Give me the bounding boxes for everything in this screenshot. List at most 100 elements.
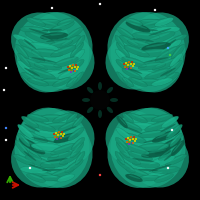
Ellipse shape	[134, 71, 154, 74]
Ellipse shape	[17, 155, 32, 163]
Ellipse shape	[130, 168, 147, 175]
Ellipse shape	[158, 139, 176, 150]
Ellipse shape	[145, 149, 166, 153]
Ellipse shape	[54, 57, 78, 67]
Circle shape	[131, 61, 133, 63]
Ellipse shape	[21, 135, 29, 144]
Circle shape	[60, 137, 62, 139]
Ellipse shape	[132, 32, 160, 40]
Ellipse shape	[31, 49, 63, 57]
Circle shape	[77, 66, 79, 68]
Ellipse shape	[27, 118, 93, 188]
Ellipse shape	[55, 114, 68, 120]
Ellipse shape	[119, 61, 130, 69]
Ellipse shape	[116, 116, 128, 128]
Ellipse shape	[171, 135, 179, 144]
Ellipse shape	[53, 168, 70, 175]
Ellipse shape	[15, 140, 29, 156]
Ellipse shape	[44, 33, 64, 36]
Circle shape	[130, 67, 132, 69]
Ellipse shape	[18, 124, 34, 140]
Ellipse shape	[127, 151, 153, 161]
Ellipse shape	[34, 130, 62, 138]
Circle shape	[5, 127, 7, 129]
Ellipse shape	[132, 40, 149, 45]
Ellipse shape	[44, 161, 64, 164]
Ellipse shape	[24, 151, 36, 161]
Ellipse shape	[136, 161, 156, 164]
Ellipse shape	[72, 72, 84, 84]
Ellipse shape	[37, 172, 58, 177]
Ellipse shape	[29, 164, 51, 172]
Ellipse shape	[155, 138, 181, 154]
Ellipse shape	[70, 42, 84, 58]
Ellipse shape	[157, 18, 170, 23]
Ellipse shape	[155, 18, 173, 26]
Ellipse shape	[161, 72, 179, 84]
Ellipse shape	[119, 35, 141, 49]
Ellipse shape	[29, 121, 55, 131]
Ellipse shape	[142, 63, 162, 66]
Ellipse shape	[29, 28, 51, 36]
Ellipse shape	[118, 153, 124, 162]
Ellipse shape	[142, 50, 164, 53]
Circle shape	[5, 139, 7, 141]
Ellipse shape	[123, 45, 149, 57]
Ellipse shape	[161, 116, 179, 128]
Ellipse shape	[119, 73, 127, 82]
Ellipse shape	[66, 77, 78, 87]
Ellipse shape	[72, 144, 81, 155]
Ellipse shape	[66, 113, 78, 123]
Ellipse shape	[120, 29, 133, 37]
Ellipse shape	[163, 73, 175, 81]
Ellipse shape	[31, 57, 57, 63]
Ellipse shape	[54, 144, 73, 151]
Ellipse shape	[161, 145, 177, 157]
Ellipse shape	[137, 49, 169, 57]
Ellipse shape	[18, 46, 27, 57]
Ellipse shape	[71, 137, 85, 151]
Ellipse shape	[122, 113, 134, 123]
Ellipse shape	[57, 58, 74, 64]
Circle shape	[74, 70, 76, 72]
Ellipse shape	[98, 82, 102, 90]
Ellipse shape	[50, 167, 74, 179]
Ellipse shape	[87, 107, 93, 113]
Ellipse shape	[53, 22, 70, 29]
Ellipse shape	[11, 132, 69, 188]
Circle shape	[154, 9, 156, 11]
Circle shape	[132, 138, 134, 140]
Ellipse shape	[145, 69, 171, 79]
Ellipse shape	[142, 176, 158, 178]
Ellipse shape	[71, 49, 85, 63]
Circle shape	[167, 167, 169, 169]
Circle shape	[59, 137, 61, 139]
Ellipse shape	[165, 34, 187, 46]
Ellipse shape	[118, 139, 127, 148]
Ellipse shape	[117, 159, 135, 173]
Ellipse shape	[149, 28, 171, 36]
Ellipse shape	[156, 59, 175, 67]
Ellipse shape	[30, 174, 43, 179]
Ellipse shape	[119, 144, 128, 155]
Ellipse shape	[138, 171, 168, 181]
Ellipse shape	[110, 108, 186, 188]
Circle shape	[131, 142, 133, 144]
Ellipse shape	[32, 171, 62, 181]
Ellipse shape	[119, 44, 128, 55]
Ellipse shape	[122, 133, 146, 143]
Circle shape	[73, 70, 75, 72]
Ellipse shape	[42, 169, 62, 171]
Ellipse shape	[171, 140, 185, 156]
Ellipse shape	[57, 134, 74, 140]
Ellipse shape	[24, 124, 40, 132]
Ellipse shape	[139, 80, 157, 81]
Circle shape	[72, 64, 74, 66]
Circle shape	[123, 63, 125, 65]
Ellipse shape	[58, 66, 76, 74]
Ellipse shape	[138, 130, 166, 138]
Ellipse shape	[24, 68, 40, 76]
Ellipse shape	[34, 62, 62, 70]
Ellipse shape	[18, 143, 42, 161]
Ellipse shape	[170, 133, 182, 147]
